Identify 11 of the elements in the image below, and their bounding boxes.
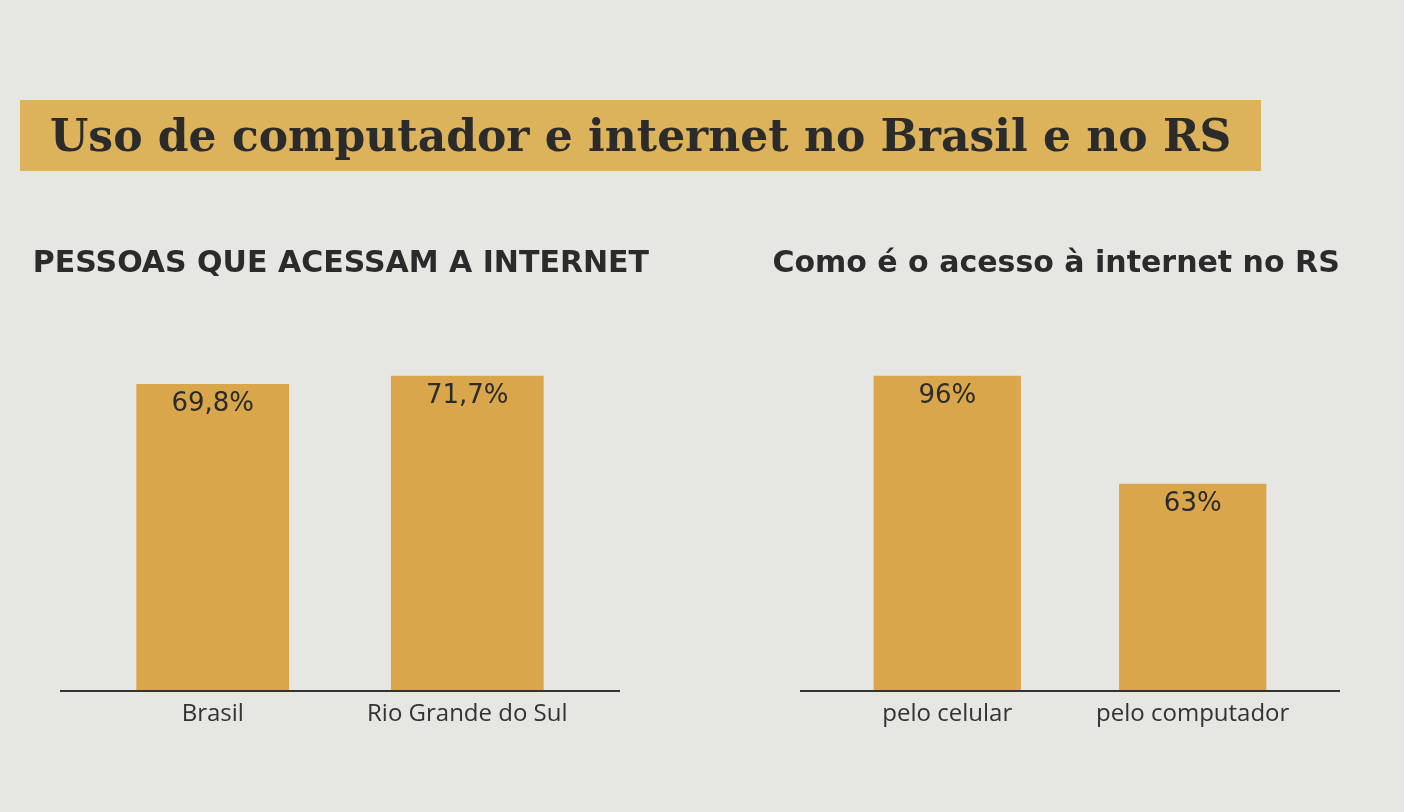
chart-title: Uso de computador e internet no Brasil e no RS bbox=[20, 100, 1262, 171]
x-tick-label: Rio Grande do Sul bbox=[367, 694, 568, 728]
chart-title: Como é o acesso à internet no RS bbox=[772, 244, 1340, 280]
data-label: 63% bbox=[1163, 486, 1222, 517]
x-tick-label: Brasil bbox=[181, 694, 244, 728]
x-tick-label: pelo computador bbox=[1096, 694, 1290, 728]
x-tick-label: pelo celular bbox=[882, 694, 1013, 728]
data-label: 69,8% bbox=[171, 387, 255, 418]
data-label: 96% bbox=[918, 378, 977, 409]
chart-subtitle: PESSOAS QUE ACESSAM A INTERNET bbox=[32, 244, 650, 280]
data-label: 71,7% bbox=[425, 378, 509, 409]
